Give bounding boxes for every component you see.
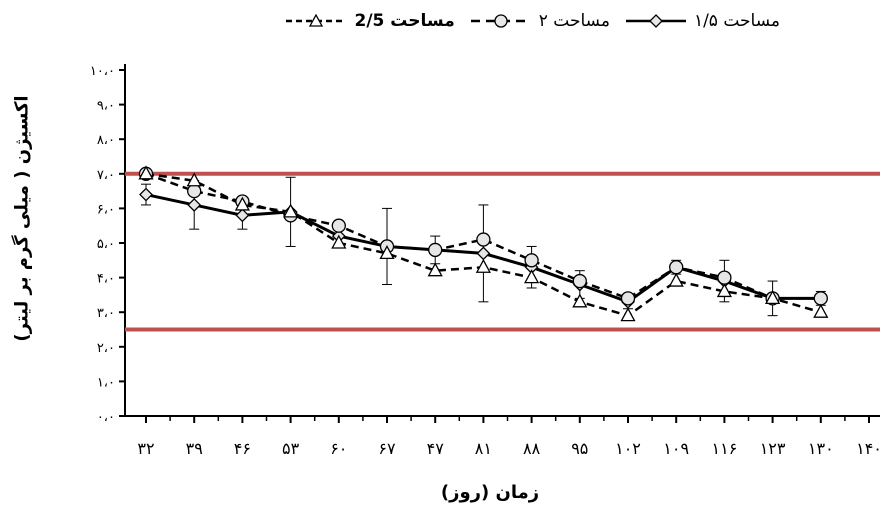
x-tick-label: ۴۶	[234, 439, 251, 458]
data-point-circle	[331, 218, 346, 233]
x-tick-label: ۳۹	[186, 439, 203, 458]
x-tick-label: ۳۲	[137, 439, 154, 458]
data-point-circle	[187, 183, 202, 199]
x-tick-label: ۶۷	[378, 439, 396, 458]
data-point-triangle	[234, 196, 250, 211]
data-point-triangle	[668, 272, 684, 287]
data-point-triangle	[475, 258, 491, 273]
data-point-triangle	[283, 203, 299, 218]
x-axis-label: زمان (روز)	[440, 482, 540, 503]
x-tick-label: ۱۳۰	[808, 439, 834, 458]
x-tick-label: ۵۳	[282, 439, 300, 458]
y-tick-label: ۹،۰	[97, 99, 115, 114]
data-point-circle	[620, 291, 636, 306]
data-point-triangle	[427, 262, 443, 277]
y-tick-label: ۳،۰	[97, 306, 115, 321]
x-tick-label: ۴۷	[427, 439, 445, 458]
y-tick-label: ۶،۰	[97, 202, 115, 217]
x-tick-label: ۱۰۲	[615, 439, 641, 458]
data-point-circle	[524, 253, 539, 268]
data-point-triangle	[813, 303, 829, 318]
legend-label-series-3: مساحت 2/5	[354, 11, 455, 31]
y-tick-label: ۴،۰	[97, 272, 115, 287]
x-tick-label: ۱۲۳	[760, 439, 786, 458]
legend-swatch-triangle	[286, 14, 347, 27]
legend-swatch-circle	[470, 14, 531, 28]
data-point-triangle	[138, 165, 154, 180]
x-tick-label: ۹۵	[571, 439, 588, 458]
data-point-triangle	[524, 269, 540, 284]
data-point-triangle	[331, 234, 347, 249]
data-point-triangle	[572, 293, 588, 308]
data-point-diamond	[235, 208, 250, 223]
y-tick-label: ۲،۰	[97, 341, 115, 356]
legend-swatch-diamond	[625, 14, 686, 28]
y-axis-label-box: اکسیژن ( میلی گرم بر لیتر)	[2, 88, 42, 348]
data-point-triangle	[716, 283, 732, 298]
legend-item-series-2: مساحت ۲	[469, 11, 610, 31]
data-point-circle	[717, 270, 732, 285]
data-point-triangle	[379, 245, 395, 260]
x-tick-label: ۸۸	[523, 439, 541, 458]
legend-label-series-1: مساحت ۱/۵	[693, 11, 780, 31]
y-axis-label: اکسیژن ( میلی گرم بر لیتر)	[11, 94, 33, 342]
data-point-circle	[669, 260, 684, 275]
x-tick-label: ۱۰۹	[663, 439, 689, 458]
data-point-diamond	[139, 187, 153, 202]
data-point-triangle	[620, 307, 636, 322]
legend-item-series-3: مساحت 2/5	[284, 11, 455, 31]
y-tick-label: ۰،۰	[97, 410, 115, 425]
legend-item-series-1: مساحت ۱/۵	[624, 11, 780, 31]
data-point-circle	[476, 232, 491, 247]
y-tick-label: ۵،۰	[97, 237, 115, 252]
y-tick-label: ۷،۰	[97, 168, 115, 183]
data-point-diamond	[476, 246, 491, 261]
x-tick-label: ۱۱۶	[712, 439, 738, 458]
data-point-triangle	[186, 172, 202, 187]
data-point-diamond	[187, 198, 202, 212]
legend-label-series-2: مساحت ۲	[538, 11, 610, 31]
x-tick-label: ۱۴۰	[856, 439, 882, 458]
data-point-circle	[572, 273, 587, 289]
y-tick-label: ۱۰،۰	[90, 64, 115, 79]
data-point-triangle	[765, 289, 781, 305]
chart-legend: مساحت ۱/۵ مساحت ۲ مساحت 2/5	[200, 6, 780, 36]
data-point-circle	[813, 291, 828, 306]
data-point-circle	[428, 242, 443, 258]
y-tick-label: ۱،۰	[97, 375, 115, 390]
y-tick-label: ۸،۰	[97, 133, 115, 148]
x-tick-label: ۶۰	[330, 439, 347, 458]
x-tick-label: ۸۱	[475, 439, 492, 458]
